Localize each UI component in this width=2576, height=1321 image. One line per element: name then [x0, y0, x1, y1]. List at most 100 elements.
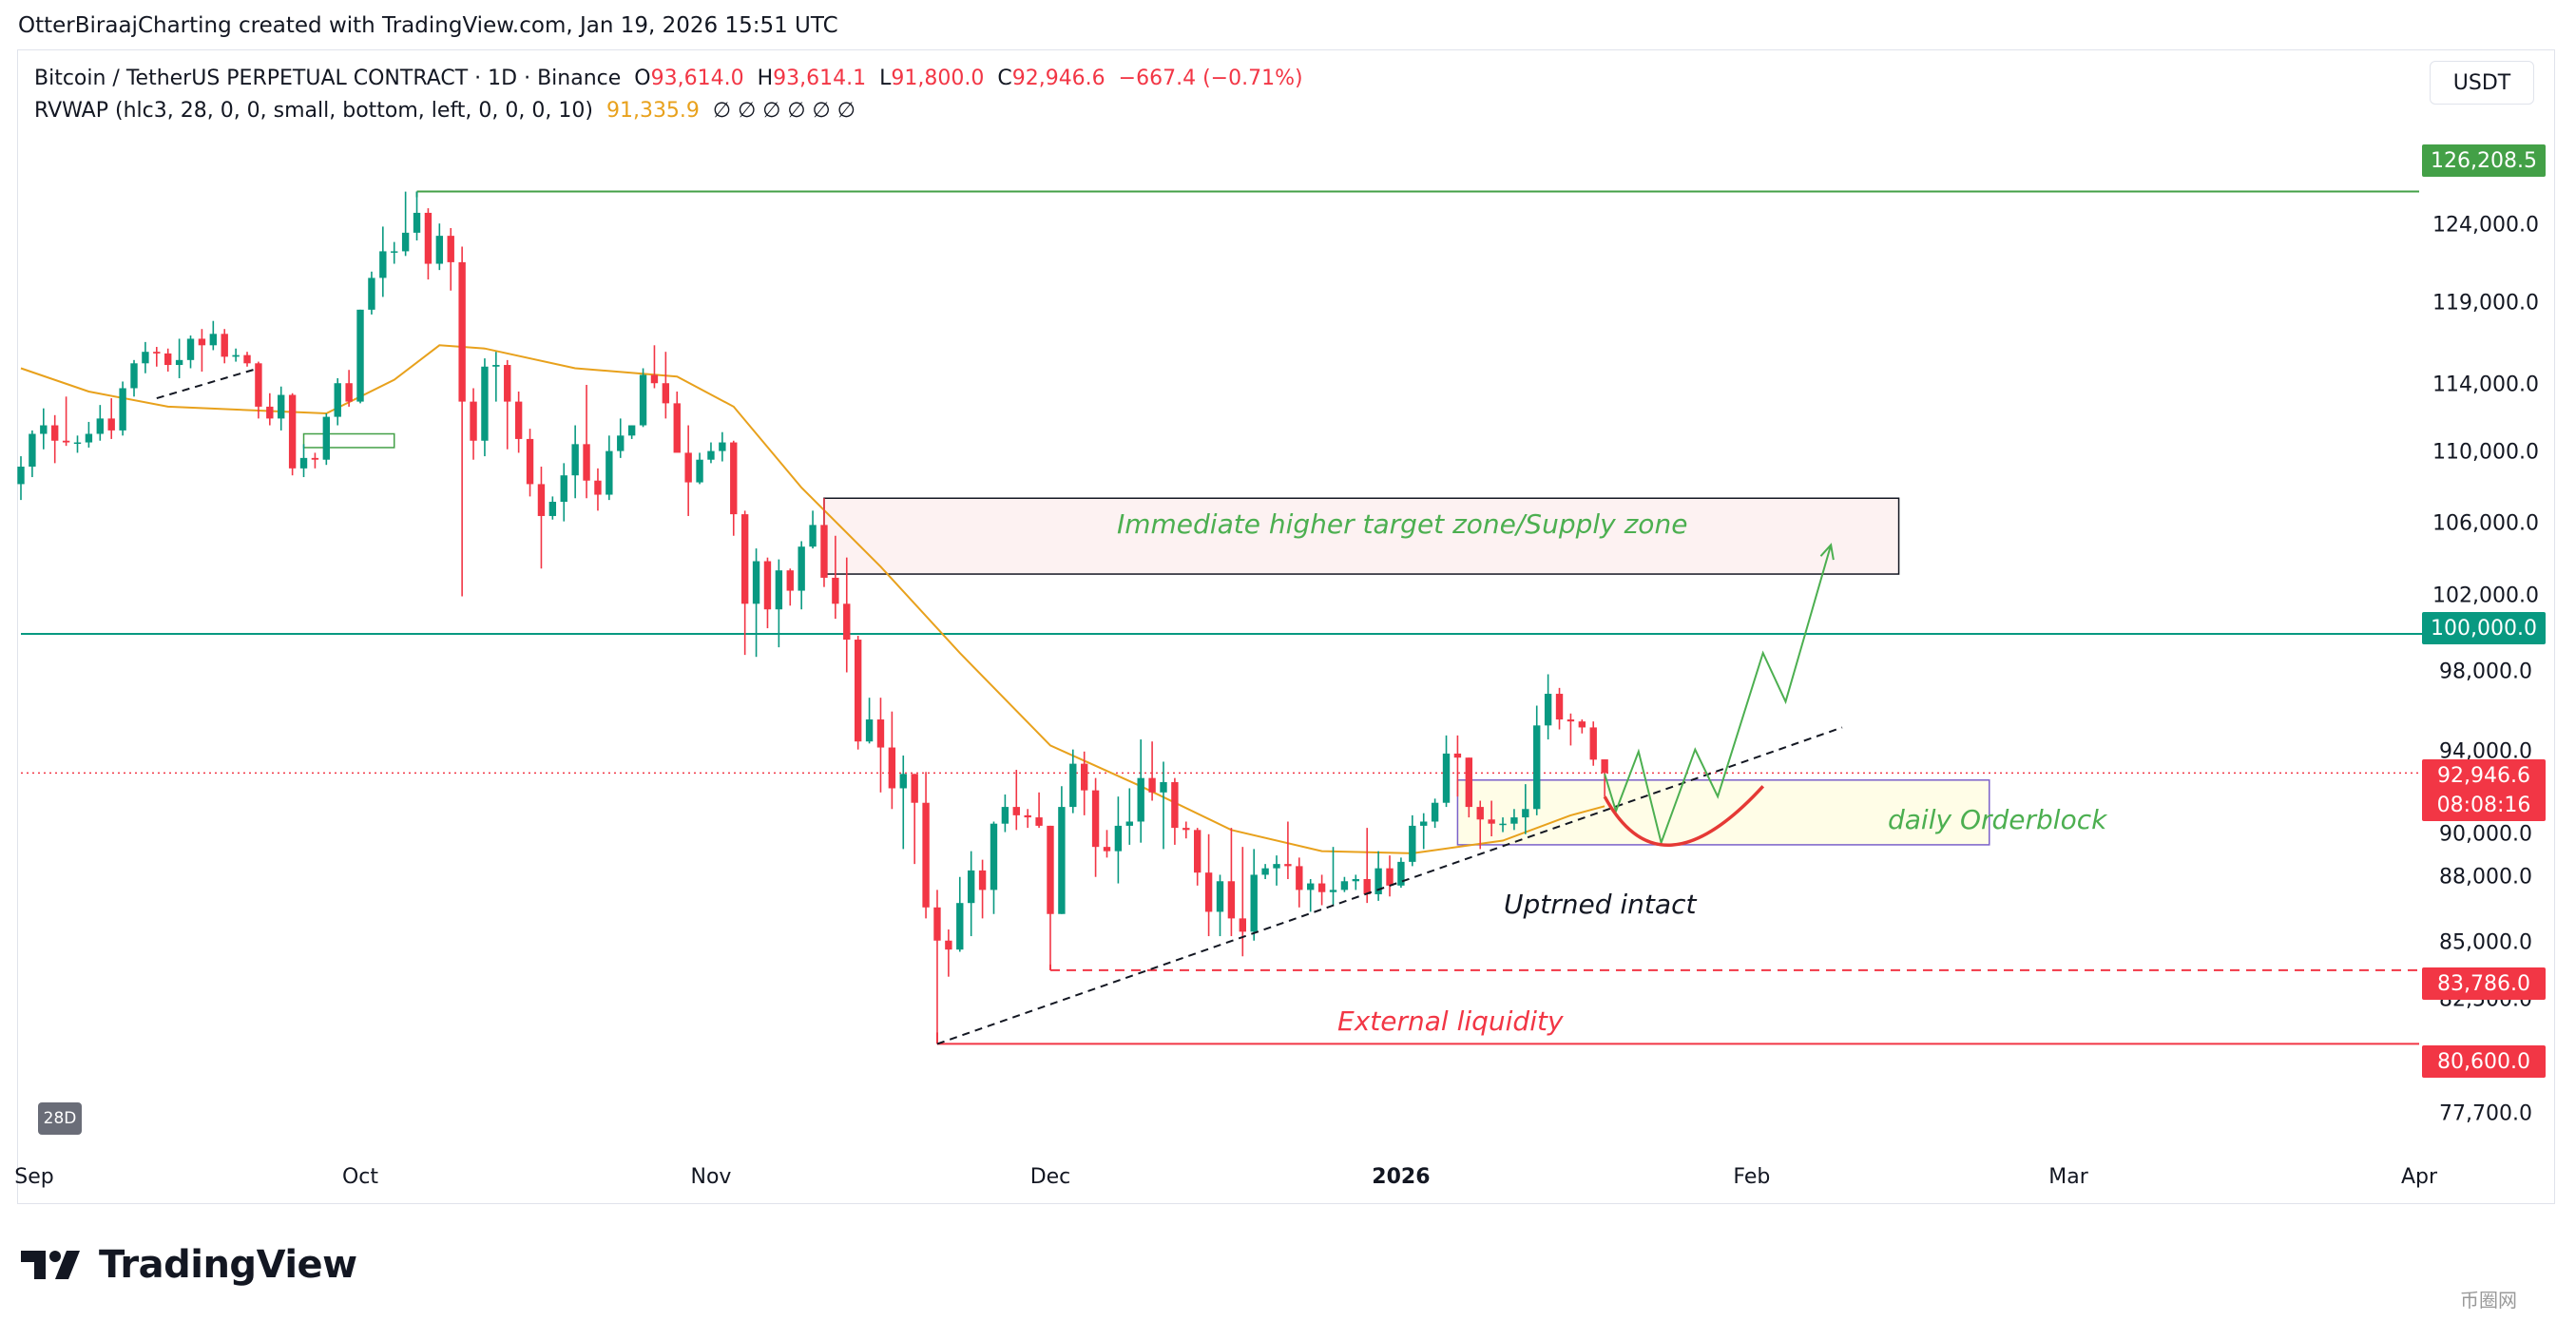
candle-body — [1080, 763, 1088, 791]
indicator-name: RVWAP (hlc3, 28, 0, 0, small, bottom, le… — [34, 99, 593, 123]
candle-body — [311, 457, 319, 460]
candle-body — [322, 416, 331, 460]
watermark: 币圈网 — [2460, 1289, 2517, 1311]
projection-arrowhead — [1819, 543, 1835, 561]
candle-body — [876, 719, 885, 748]
symbol-legend[interactable]: Bitcoin / TetherUS PERPETUAL CONTRACT · … — [34, 67, 1303, 90]
candle-body — [1555, 694, 1564, 720]
candle-body — [1024, 814, 1031, 818]
candle-body — [1567, 719, 1575, 722]
candle-body — [1307, 883, 1315, 890]
candle-body — [492, 365, 500, 367]
candle-body — [684, 452, 692, 483]
candle-body — [1261, 868, 1269, 875]
candle-body — [29, 433, 36, 468]
candle-body — [1250, 874, 1258, 932]
candle-body — [606, 450, 613, 495]
candle-body — [730, 442, 738, 515]
candle-body — [752, 561, 760, 604]
candle-body — [514, 401, 523, 439]
candle-body — [571, 444, 579, 476]
candle-body — [911, 774, 918, 803]
candle-body — [1317, 883, 1326, 892]
projection-path — [1604, 545, 1833, 847]
candle-body — [401, 232, 410, 252]
candle-body — [1114, 825, 1123, 852]
time-axis-label: Nov — [690, 1165, 732, 1189]
candle-body — [1058, 807, 1066, 914]
currency-button[interactable]: USDT — [2430, 61, 2534, 105]
price-axis-label: 124,000.0 — [2432, 213, 2539, 238]
external-liquidity-label: External liquidity — [1337, 1005, 1564, 1037]
candle-body — [583, 444, 590, 481]
candle-body — [548, 501, 557, 516]
change-value: −667.4 (−0.71%) — [1118, 67, 1303, 90]
candle-body — [1216, 881, 1224, 912]
candle-body — [899, 774, 907, 789]
time-axis-label: Mar — [2048, 1165, 2088, 1189]
candle-body — [119, 388, 126, 431]
price-axis-label: 77,700.0 — [2439, 1101, 2532, 1126]
candle-body — [854, 640, 862, 742]
candle-body — [232, 354, 240, 357]
candle-body — [763, 561, 772, 610]
trendline-sep-trend — [156, 367, 260, 400]
candle-body — [1386, 868, 1394, 886]
candle-body — [1284, 864, 1292, 867]
candle-body — [164, 353, 172, 366]
candle-body — [299, 457, 308, 469]
candle-body — [1160, 781, 1167, 793]
indicator-legend[interactable]: RVWAP (hlc3, 28, 0, 0, small, bottom, le… — [34, 99, 855, 123]
price-axis-label: 88,000.0 — [2439, 865, 2532, 890]
candle-body — [537, 484, 546, 516]
tradingview-logo[interactable]: TradingView — [21, 1243, 357, 1287]
candle-body — [470, 401, 477, 441]
time-axis-label: Apr — [2400, 1165, 2438, 1189]
candle-body — [990, 823, 998, 890]
candle-body — [933, 907, 941, 941]
candle-body — [175, 359, 183, 366]
candle-body — [221, 334, 228, 357]
candle-body — [594, 480, 602, 495]
candle-body — [740, 514, 749, 604]
candle-body — [1533, 725, 1541, 810]
open-label: O — [634, 67, 651, 90]
indicator-null-values: ∅ ∅ ∅ ∅ ∅ ∅ — [712, 99, 855, 123]
candle-body — [17, 467, 25, 485]
candle-body — [1499, 823, 1507, 826]
orderblock-label: daily Orderblock — [1888, 804, 2107, 835]
candle-body — [617, 435, 625, 451]
candle-body — [719, 442, 726, 451]
candle-body — [707, 450, 715, 460]
candle-body — [1091, 790, 1100, 848]
candle-body — [639, 374, 647, 426]
candle-body — [1296, 866, 1303, 890]
chart-attribution: OtterBiraajCharting created with Trading… — [18, 13, 838, 38]
candle-body — [379, 251, 387, 278]
candle-body — [696, 459, 703, 483]
candle-body — [1363, 878, 1371, 894]
candle-body — [62, 440, 70, 443]
candle-body — [1544, 694, 1552, 726]
ath-price-tag: 126,208.5 — [2422, 144, 2546, 177]
close-label: C — [997, 67, 1012, 90]
low-label: L — [879, 67, 892, 90]
daily-orderblock-box — [1456, 779, 1990, 846]
candle-body — [865, 719, 874, 742]
candle-body — [504, 365, 511, 402]
candle-body — [1137, 777, 1144, 822]
candle-body — [1453, 753, 1462, 758]
candle-body — [1589, 727, 1597, 760]
candle-body — [673, 403, 681, 453]
tradingview-logo-icon — [21, 1251, 80, 1279]
price-axis-label: 119,000.0 — [2432, 291, 2539, 316]
candle-body — [967, 870, 975, 904]
candle-body — [832, 577, 839, 604]
time-axis-label: 2026 — [1372, 1165, 1431, 1189]
candle-body — [627, 425, 636, 436]
candle-body — [73, 442, 82, 445]
candle-body — [1047, 825, 1054, 914]
candle-body — [243, 354, 251, 364]
candle-body — [153, 352, 161, 354]
